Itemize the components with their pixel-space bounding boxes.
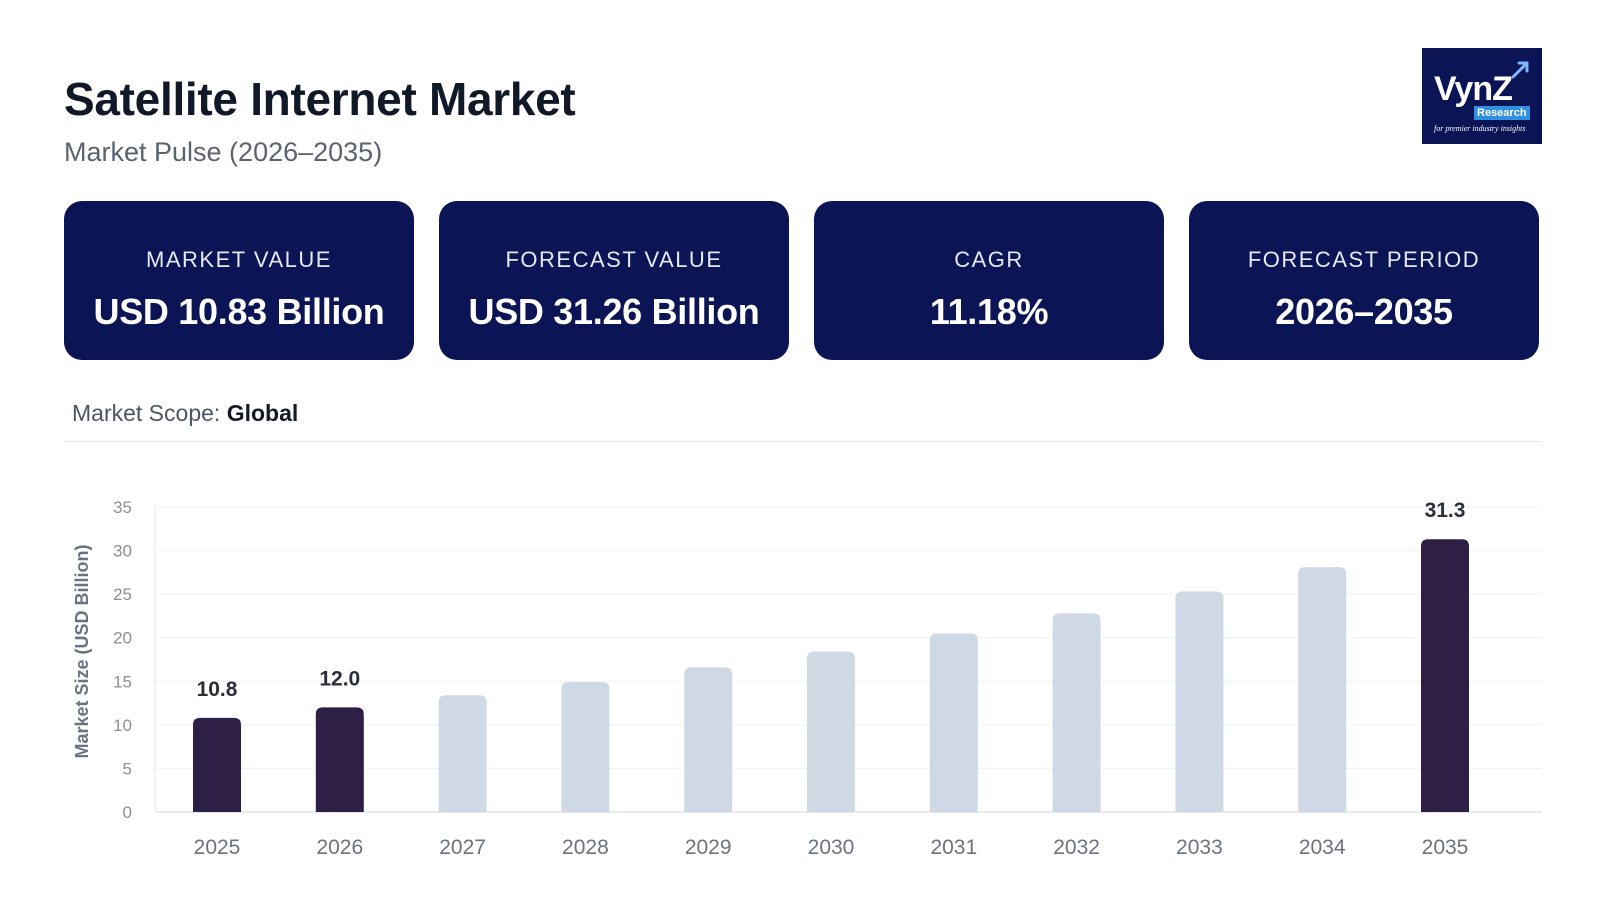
data-label: 10.8 (197, 678, 238, 701)
bar (1175, 591, 1224, 812)
x-tick-label: 2028 (562, 836, 609, 859)
divider (64, 441, 1542, 442)
bar (193, 717, 241, 812)
y-tick-label: 30 (113, 542, 132, 561)
y-axis-label: Market Size (USD Billion) (72, 544, 92, 758)
data-label: 12.0 (319, 667, 360, 690)
x-tick-label: 2029 (685, 836, 732, 859)
bar (1298, 567, 1347, 812)
bar (1052, 613, 1101, 812)
x-tick-label: 2026 (316, 836, 363, 859)
scope-value: Global (226, 400, 299, 426)
x-tick-label: 2034 (1299, 836, 1346, 859)
x-tick-label: 2025 (194, 836, 241, 859)
kpi-value: USD 10.83 Billion (93, 291, 385, 332)
bar (561, 682, 610, 812)
brand-logo: VynZ Research for premier industry insig… (1422, 48, 1542, 144)
kpi-card-cagr: CAGR 11.18% (814, 201, 1164, 360)
x-tick-label: 2035 (1422, 836, 1469, 859)
kpi-value: 2026–2035 (1275, 291, 1453, 332)
x-tick-label: 2027 (439, 836, 486, 859)
x-tick-label: 2032 (1053, 836, 1100, 859)
y-tick-label: 35 (113, 498, 132, 517)
y-tick-label: 5 (123, 759, 132, 778)
logo-name: VynZ (1434, 70, 1513, 108)
y-tick-label: 10 (113, 716, 132, 735)
kpi-label: FORECAST VALUE (505, 247, 723, 272)
bar (807, 651, 855, 812)
kpi-card-forecast-value: FORECAST VALUE USD 31.26 Billion (439, 201, 789, 360)
bar (315, 707, 364, 812)
kpi-value: 11.18% (929, 291, 1049, 332)
bar (438, 695, 487, 812)
kpi-label: FORECAST PERIOD (1247, 247, 1481, 272)
kpi-label: MARKET VALUE (146, 247, 332, 272)
y-tick-label: 20 (113, 629, 132, 648)
y-tick-label: 15 (113, 672, 132, 691)
logo-sub: Research (1474, 106, 1530, 120)
bar (1421, 539, 1469, 812)
kpi-label: CAGR (954, 247, 1024, 272)
kpi-card-forecast-period: FORECAST PERIOD 2026–2035 (1189, 201, 1539, 360)
bar (929, 633, 978, 812)
arrow-icon (1511, 61, 1529, 79)
logo-tagline: for premier industry insights (1434, 124, 1526, 133)
x-tick-label: 2031 (930, 836, 977, 859)
data-label: 31.3 (1425, 499, 1466, 522)
kpi-cards: MARKET VALUE USD 10.83 Billion FORECAST … (64, 201, 1542, 360)
scope-label: Market Scope: (72, 400, 221, 426)
bar (684, 667, 733, 812)
kpi-value: USD 31.26 Billion (468, 291, 760, 332)
kpi-card-market-value: MARKET VALUE USD 10.83 Billion (64, 201, 414, 360)
x-tick-label: 2030 (808, 836, 855, 859)
x-tick-label: 2033 (1176, 836, 1223, 859)
y-tick-label: 25 (113, 585, 132, 604)
page-title: Satellite Internet Market (64, 73, 576, 125)
page-subtitle: Market Pulse (2026–2035) (64, 137, 383, 167)
market-scope: Market Scope: Global (72, 400, 298, 427)
y-tick-label: 0 (123, 803, 132, 822)
